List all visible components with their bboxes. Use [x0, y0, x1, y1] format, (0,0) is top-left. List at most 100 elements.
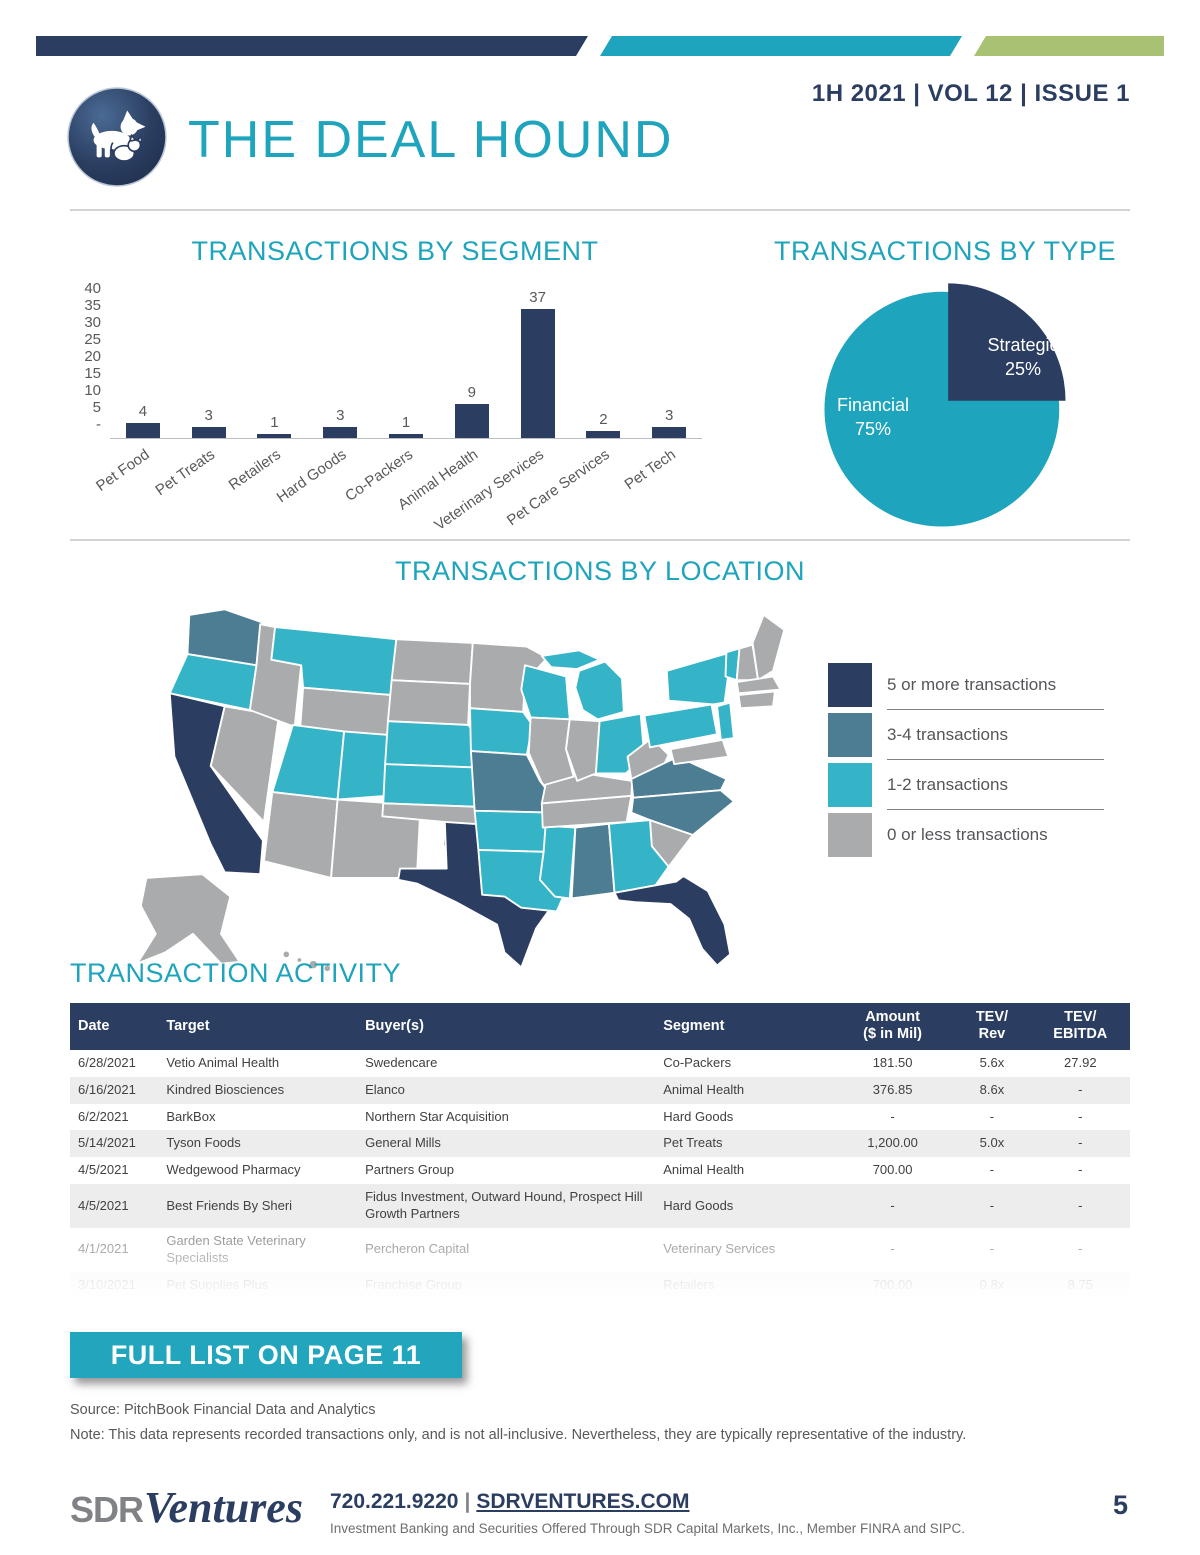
table-cell: Animal Health: [663, 1162, 745, 1178]
table-cell: Franchise Group: [365, 1276, 462, 1292]
table-cell: -: [890, 1108, 895, 1124]
table-cell: Northern Star Acquisition: [365, 1108, 509, 1124]
table-cell: Animal Health: [663, 1081, 745, 1097]
table-cell: Wedgewood Pharmacy: [166, 1162, 301, 1178]
bar-column: 9 Animal Health: [395, 289, 505, 513]
table-cell: 0.8x: [979, 1276, 1005, 1292]
footer-website-link[interactable]: SDRVENTURES.COM: [476, 1490, 690, 1513]
table-cell: 5/14/2021: [78, 1135, 136, 1151]
activity-table-head-row: Date Target Buyer(s) Segment Amount ($ in Mi…: [70, 1003, 1130, 1050]
bar-value-label: 3: [664, 406, 674, 424]
column-header: Buyer(s): [357, 1003, 656, 1050]
state-CT: [737, 690, 776, 710]
issue-line: 1H 2021 | VOL 12 | ISSUE 1: [811, 80, 1130, 107]
activity-table-body: 6/28/2021 Vetio Animal Health Swedencare Co…: [70, 1050, 1130, 1307]
state-SD: [386, 679, 471, 726]
bar-column: 1 Retailers: [226, 289, 308, 494]
bar-pet-tech: [652, 426, 687, 438]
table-cell: Partners Group: [365, 1162, 454, 1178]
state-AK: [136, 873, 241, 965]
state-IN: [565, 718, 601, 782]
state-FL: [613, 875, 732, 967]
state-AL: [570, 822, 616, 900]
state-MI: [574, 660, 625, 721]
legend-item: 5 or more transactions: [828, 660, 1104, 710]
type-chart-title: TRANSACTIONS BY TYPE: [773, 236, 1117, 266]
transactions-by-segment-panel: TRANSACTIONS BY SEGMENT 40 35 30 25 20 15 10 5-…: [70, 236, 720, 534]
activity-title: TRANSACTION ACTIVITY: [70, 958, 402, 988]
column-header: TEV/ Rev: [953, 1003, 1031, 1050]
table-cell: -: [989, 1197, 995, 1213]
table-cell: Co-Packers: [663, 1054, 732, 1070]
legend-label: 0 or less transactions: [887, 825, 1048, 844]
legend-swatch: [828, 763, 872, 807]
state-MA: [735, 675, 782, 695]
bar-hard-goods: [323, 426, 358, 438]
table-cell: Veterinary Services: [663, 1241, 776, 1257]
logo-sdr-text: SDR: [70, 1489, 144, 1530]
segment-bar-chart: 40 35 30 25 20 15 10 5- 4 Pet Food 3 Pet Treats 1 Re…: [70, 281, 720, 534]
state-UT: [271, 724, 346, 801]
state-MD: [669, 738, 730, 766]
source-line: Source: PitchBook Financial Data and Ana…: [70, 1402, 376, 1418]
table-row: 6/2/2021 BarkBox Northern Star Acquisition…: [70, 1104, 1130, 1131]
table-cell: -: [989, 1162, 995, 1178]
table-cell: 5.6x: [979, 1054, 1005, 1070]
table-cell: -: [953, 1299, 1030, 1307]
bar-pet-care-services: [586, 430, 621, 438]
column-header: Segment: [655, 1003, 832, 1050]
table-cell: -: [890, 1197, 895, 1213]
y-axis-tick: 5: [92, 399, 101, 416]
table-cell: -: [1078, 1135, 1083, 1151]
table-row: 6/28/2021 Vetio Animal Health Swedencare Co…: [70, 1050, 1130, 1077]
bar-value-label: 3: [204, 406, 213, 424]
deal-hound-logo: [67, 87, 167, 187]
table-cell: Elanco: [365, 1081, 405, 1097]
table-cell: -: [989, 1241, 995, 1257]
pie-label-financial: Financial 75%: [836, 395, 910, 440]
divider: [70, 539, 1130, 541]
y-axis-tick: 35: [84, 297, 101, 314]
full-list-banner[interactable]: FULL LIST ON PAGE 11: [70, 1332, 462, 1378]
bar-value-label: 1: [401, 414, 411, 432]
y-axis-tick: 40: [84, 280, 101, 297]
table-cell: 27.92: [1064, 1054, 1097, 1070]
table-cell: -: [1078, 1241, 1083, 1257]
column-header: Target: [158, 1003, 358, 1050]
bar-value-label: 37: [529, 289, 546, 306]
bar-column: 3 Pet Treats: [153, 289, 242, 499]
bar-veterinary-services: [520, 309, 555, 438]
legend-swatch: [828, 663, 872, 707]
footer-contact: 720.221.9220 | SDRVENTURES.COM: [330, 1490, 690, 1514]
state-AR: [473, 809, 551, 853]
footer-separator: |: [464, 1490, 471, 1513]
bar-co-packers: [389, 434, 424, 438]
state-WI: [520, 664, 571, 721]
bar-category-label: Pet Treats: [152, 446, 219, 500]
table-cell: Swedencare: [365, 1054, 438, 1070]
transactions-by-type-pie: Strategic 25% Financial 75%: [810, 275, 1080, 537]
legend-item: 1-2 transactions: [828, 760, 1104, 810]
bar-category-label: Pet Food: [93, 446, 153, 495]
state-KS: [382, 763, 486, 808]
bar-pet-food: [125, 423, 160, 438]
table-cell: Percheron Capital: [365, 1241, 470, 1257]
state-PA: [643, 703, 719, 749]
table-cell: 3/10/2021: [78, 1276, 136, 1292]
state-HI: [281, 949, 291, 960]
table-cell: -: [1031, 1299, 1130, 1307]
state-HI: [307, 959, 319, 971]
table-cell: Pet Treats: [663, 1135, 723, 1151]
footer-disclaimer: Investment Banking and Securities Offere…: [330, 1521, 966, 1536]
legend-item: 0 or less transactions: [828, 810, 1104, 860]
legend-item: 3-4 transactions: [828, 710, 1104, 760]
bar-column: 2 Pet Care Services: [504, 289, 636, 529]
transaction-activity-table: Date Target Buyer(s) Segment Amount ($ in Mi…: [70, 1003, 1130, 1307]
table-row: 3/10/2021 Pet Supplies Plus Franchise Grou…: [70, 1271, 1130, 1299]
table-cell: 181.50: [872, 1054, 913, 1070]
table-row: 5/14/2021 Tyson Foods General Mills Pet Tre…: [70, 1130, 1130, 1158]
divider: [70, 209, 1130, 211]
table-cell: General Mills: [365, 1135, 441, 1151]
table-cell: 8.75: [1067, 1276, 1093, 1292]
activity-table-wrap: Date Target Buyer(s) Segment Amount ($ in Mi…: [70, 1003, 1130, 1307]
